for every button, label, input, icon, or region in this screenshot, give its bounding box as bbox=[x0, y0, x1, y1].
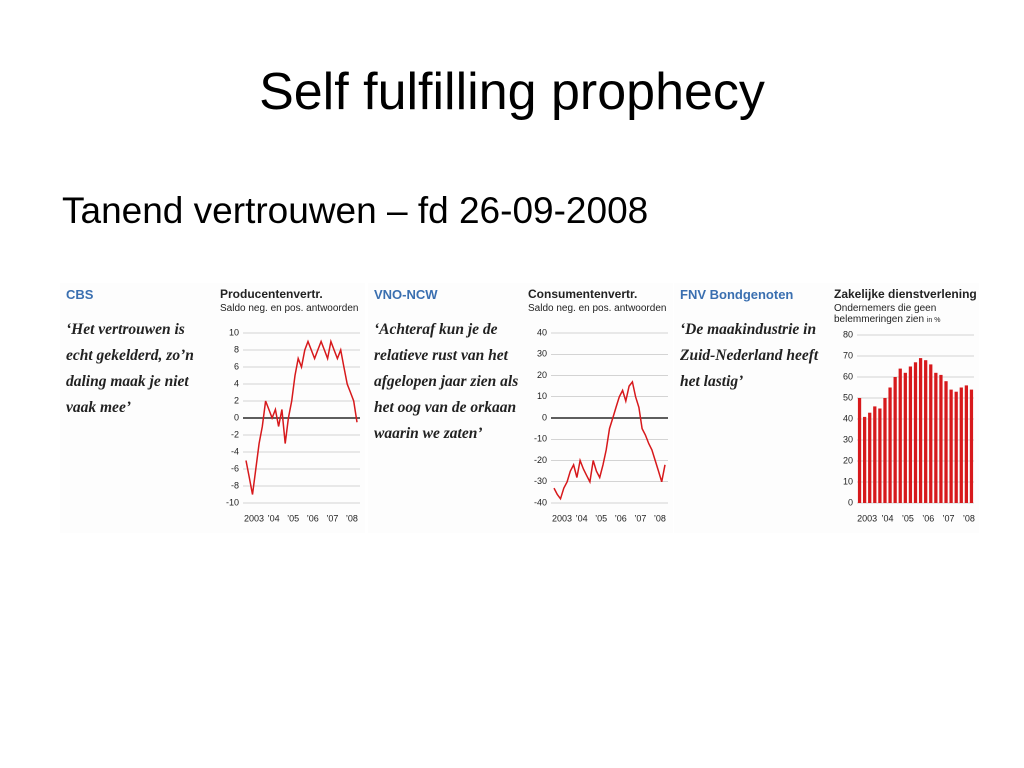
slide-title: Self fulfilling prophecy bbox=[259, 63, 765, 121]
x-tick-label: ’06 bbox=[615, 513, 627, 523]
chart-subtitle: Saldo neg. en pos. antwoorden bbox=[528, 303, 668, 314]
y-tick-label: 30 bbox=[843, 434, 853, 444]
bar bbox=[929, 364, 933, 503]
chart-panel: VNO-NCW ‘Achteraf kun je de relatieve rus… bbox=[368, 283, 673, 533]
x-tick-label: ’04 bbox=[882, 513, 894, 523]
bar bbox=[913, 362, 918, 503]
bar bbox=[969, 389, 974, 503]
x-tick-label: ’06 bbox=[307, 513, 319, 523]
chart-subtitle: Ondernemers die geen belemmeringen zien … bbox=[834, 303, 974, 326]
y-tick-label: 0 bbox=[542, 412, 547, 422]
bar bbox=[939, 374, 943, 503]
y-tick-label: 10 bbox=[229, 327, 239, 337]
bar bbox=[857, 398, 862, 503]
chart-panel: CBS ‘Het vertrouwen is echt gekelderd, zo… bbox=[60, 283, 365, 533]
x-tick-label: ’05 bbox=[902, 513, 914, 523]
y-tick-label: -10 bbox=[226, 497, 239, 507]
subtitle-text: Saldo neg. en pos. antwoorden bbox=[220, 303, 359, 314]
y-tick-label: 0 bbox=[234, 412, 239, 422]
y-tick-label: 30 bbox=[537, 349, 547, 359]
x-tick-label: ’07 bbox=[634, 513, 646, 523]
bar bbox=[903, 372, 907, 503]
y-tick-label: 20 bbox=[843, 455, 853, 465]
x-tick-label: ’06 bbox=[922, 513, 934, 523]
y-tick-label: -40 bbox=[534, 497, 547, 507]
source-label: FNV Bondgenoten bbox=[680, 287, 794, 302]
y-tick-label: 8 bbox=[234, 344, 239, 354]
bar bbox=[863, 416, 867, 503]
unit-label: in % bbox=[926, 317, 941, 324]
bar bbox=[954, 391, 958, 503]
x-tick-label: ’08 bbox=[963, 513, 975, 523]
quote: ‘Het vertrouwen is echt gekelderd, zo’n … bbox=[66, 321, 194, 416]
x-tick-label: ’04 bbox=[576, 513, 588, 523]
bar bbox=[949, 389, 953, 503]
y-tick-label: 10 bbox=[843, 476, 853, 486]
subtitle-text: Saldo neg. en pos. antwoorden bbox=[528, 303, 667, 314]
y-tick-label: 40 bbox=[537, 327, 547, 337]
x-tick-label: ’08 bbox=[346, 513, 358, 523]
bar bbox=[908, 366, 913, 503]
bar bbox=[959, 387, 963, 503]
x-tick-label: 2003 bbox=[244, 513, 264, 523]
bar bbox=[898, 368, 902, 503]
y-tick-label: 2 bbox=[234, 395, 239, 405]
chart-panel: FNV Bondgenoten ‘De maakindustrie in Zuid… bbox=[674, 283, 979, 533]
y-tick-label: -30 bbox=[534, 476, 547, 486]
source-label: VNO-NCW bbox=[374, 287, 438, 302]
y-tick-label: -20 bbox=[534, 455, 547, 465]
y-tick-label: -4 bbox=[231, 446, 239, 456]
x-tick-label: ’07 bbox=[943, 513, 955, 523]
chart-title: Producentenvertr. bbox=[220, 287, 323, 301]
bar bbox=[934, 372, 938, 503]
y-tick-label: 70 bbox=[843, 350, 853, 360]
x-tick-label: ’05 bbox=[287, 513, 299, 523]
bar bbox=[878, 408, 882, 503]
bar bbox=[888, 387, 892, 503]
y-tick-label: -2 bbox=[231, 429, 239, 439]
chart: Zakelijke dienstverlening 0 10 20 30 40 50 60 70… bbox=[834, 287, 977, 523]
source-label: CBS bbox=[66, 287, 94, 302]
y-tick-label: 60 bbox=[843, 371, 853, 381]
bar bbox=[873, 406, 877, 503]
line bbox=[245, 338, 358, 495]
y-tick-label: 6 bbox=[234, 361, 239, 371]
bar bbox=[893, 377, 897, 503]
subtitle-text: Ondernemers die geen belemmeringen zien bbox=[834, 303, 937, 325]
bar bbox=[944, 381, 948, 503]
quote: ‘De maakindustrie in Zuid-Nederland heef… bbox=[680, 321, 819, 390]
y-tick-label: -10 bbox=[534, 434, 547, 444]
y-tick-label: 80 bbox=[843, 329, 853, 339]
bar bbox=[964, 385, 968, 503]
y-tick-label: 10 bbox=[537, 391, 547, 401]
quote: ‘Achteraf kun je de relatieve rust van h… bbox=[374, 321, 519, 442]
x-tick-label: 2003 bbox=[552, 513, 572, 523]
x-tick-label: ’04 bbox=[268, 513, 280, 523]
chart-title: Zakelijke dienstverlening bbox=[834, 287, 977, 301]
y-tick-label: -6 bbox=[231, 463, 239, 473]
bar bbox=[883, 398, 887, 503]
x-tick-label: ’05 bbox=[595, 513, 607, 523]
line bbox=[553, 380, 666, 501]
bar bbox=[924, 360, 928, 503]
chart-subtitle: Saldo neg. en pos. antwoorden bbox=[220, 303, 360, 314]
y-tick-label: 0 bbox=[848, 497, 853, 507]
x-tick-label: ’07 bbox=[326, 513, 338, 523]
chart: Producentenvertr. -10 -8 -6 -4 -2 0 2 4 6 8 10 2003 ’… bbox=[220, 287, 360, 523]
slide-subtitle: Tanend vertrouwen – fd 26-09-2008 bbox=[62, 190, 649, 231]
bar bbox=[918, 358, 923, 503]
y-tick-label: -8 bbox=[231, 480, 239, 490]
y-tick-label: 20 bbox=[537, 370, 547, 380]
y-tick-label: 4 bbox=[234, 378, 239, 388]
y-tick-label: 50 bbox=[843, 392, 853, 402]
chart: Consumentenvertr. -40 -30 -20 -10 0 10 20 30 40 20… bbox=[528, 287, 668, 523]
x-tick-label: ’08 bbox=[654, 513, 666, 523]
y-tick-label: 40 bbox=[843, 413, 853, 423]
chart-title: Consumentenvertr. bbox=[528, 287, 637, 301]
bar bbox=[868, 412, 872, 503]
x-tick-label: 2003 bbox=[857, 513, 877, 523]
